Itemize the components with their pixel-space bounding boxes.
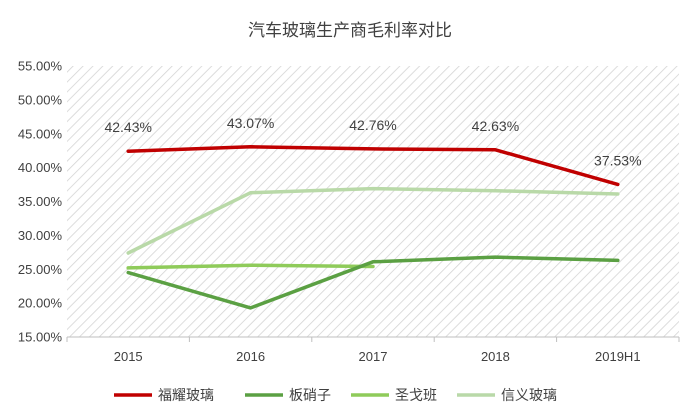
- data-label: 42.63%: [472, 118, 519, 134]
- data-labels: 42.43% 43.07% 42.76% 42.63% 37.53%: [104, 115, 641, 169]
- y-tick-label: 15.00%: [18, 330, 63, 345]
- plot-area: [67, 66, 679, 337]
- legend-label: 信义玻璃: [501, 387, 557, 404]
- y-tick-label: 45.00%: [18, 126, 63, 141]
- legend-label: 圣戈班: [395, 388, 437, 404]
- series-lines: [126, 145, 620, 310]
- series-line-圣戈班: [126, 263, 375, 270]
- x-tick-label: 2017: [359, 349, 388, 364]
- legend-label: 板硝子: [289, 388, 331, 404]
- series-line-板硝子: [126, 255, 620, 310]
- data-label: 43.07%: [227, 115, 274, 131]
- y-tick-label: 20.00%: [18, 296, 63, 311]
- data-label: 37.53%: [594, 152, 641, 168]
- data-label: 42.43%: [104, 119, 151, 135]
- data-label: 42.76%: [349, 117, 396, 133]
- x-tick-label: 2019H1: [595, 349, 641, 364]
- y-tick-label: 40.00%: [18, 160, 63, 175]
- x-tick-label: 2018: [481, 349, 510, 364]
- y-tick-label: 25.00%: [18, 262, 63, 277]
- y-tick-label: 30.00%: [18, 228, 63, 243]
- chart-title: 汽车玻璃生产商毛利率对比: [248, 21, 452, 41]
- y-tick-label: 50.00%: [18, 92, 63, 107]
- legend-label: 福耀玻璃: [158, 387, 214, 404]
- y-tick-label: 35.00%: [18, 194, 63, 209]
- y-axis-ticks: 15.00% 20.00% 25.00% 30.00% 35.00% 40.00% 45.0…: [18, 59, 63, 345]
- legend: 福耀玻璃 板硝子 圣戈班 信义玻璃: [114, 387, 557, 404]
- series-line-信义玻璃: [126, 186, 620, 255]
- x-tick-label: 2016: [236, 349, 265, 364]
- series-line-福耀玻璃: [126, 145, 620, 187]
- x-axis-ticks: 2015 2016 2017 2018 2019H1: [66, 337, 680, 364]
- x-tick-label: 2015: [114, 349, 143, 364]
- y-tick-label: 55.00%: [18, 59, 63, 74]
